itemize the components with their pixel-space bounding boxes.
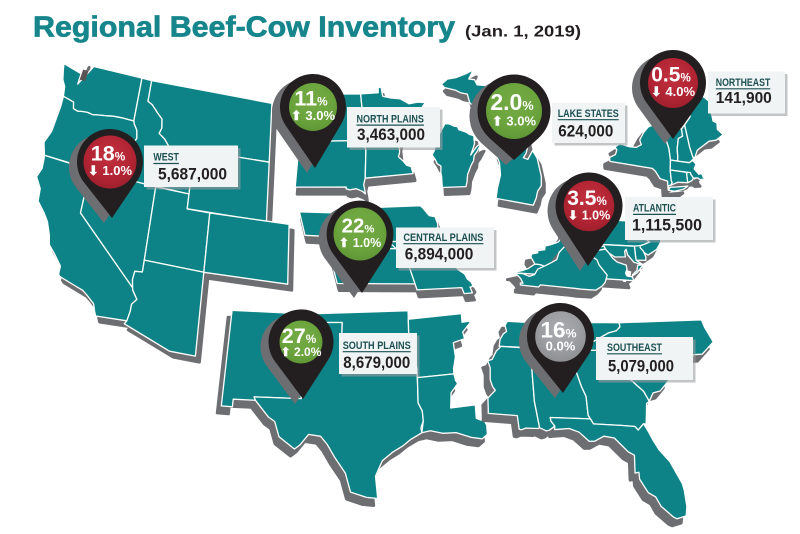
- svg-text:(Jan. 1, 2019): (Jan. 1, 2019): [465, 24, 581, 41]
- svg-text:⬇ 1.0%: ⬇ 1.0%: [568, 209, 610, 223]
- svg-text:ATLANTIC: ATLANTIC: [633, 203, 676, 215]
- svg-text:3,463,000: 3,463,000: [357, 125, 425, 144]
- svg-text:11%: 11%: [294, 87, 328, 111]
- svg-text:6,894,000: 6,894,000: [405, 244, 474, 263]
- svg-text:5,687,000: 5,687,000: [158, 164, 227, 183]
- svg-text:SOUTHEAST: SOUTHEAST: [607, 342, 662, 354]
- svg-text:NORTHEAST: NORTHEAST: [716, 77, 771, 89]
- svg-text:⬆ 3.0%: ⬆ 3.0%: [291, 108, 336, 123]
- svg-text:1,115,500: 1,115,500: [632, 216, 702, 235]
- svg-text:141,900: 141,900: [716, 90, 772, 107]
- svg-text:⬆ 2.0%: ⬆ 2.0%: [281, 345, 322, 359]
- svg-text:⬆ 3.0%: ⬆ 3.0%: [492, 114, 537, 129]
- svg-text:SOUTH PLAINS: SOUTH PLAINS: [343, 340, 411, 352]
- svg-text:5,079,000: 5,079,000: [608, 357, 674, 376]
- svg-text:16%: 16%: [540, 318, 576, 343]
- svg-text:3.5%: 3.5%: [567, 187, 607, 210]
- svg-text:⬆ 1.0%: ⬆ 1.0%: [339, 236, 381, 250]
- svg-text:⬇ 1.0%: ⬇ 1.0%: [88, 163, 133, 178]
- svg-text:18%: 18%: [91, 142, 126, 166]
- svg-text:LAKE STATES: LAKE STATES: [558, 108, 619, 120]
- svg-text:8,679,000: 8,679,000: [343, 353, 410, 372]
- svg-text:NORTH PLAINS: NORTH PLAINS: [357, 113, 424, 125]
- svg-text:0.5%: 0.5%: [651, 64, 691, 87]
- svg-text:0.0%: 0.0%: [546, 339, 576, 354]
- svg-text:Regional Beef-Cow Inventory: Regional Beef-Cow Inventory: [33, 12, 455, 44]
- svg-text:27%: 27%: [282, 324, 317, 348]
- svg-text:CENTRAL PLAINS: CENTRAL PLAINS: [403, 232, 483, 244]
- svg-text:2.0%: 2.0%: [490, 89, 533, 115]
- svg-text:624,000: 624,000: [558, 123, 613, 141]
- svg-text:⬇ 4.0%: ⬇ 4.0%: [651, 84, 696, 99]
- svg-text:WEST: WEST: [153, 152, 179, 164]
- svg-text:22%: 22%: [342, 215, 375, 238]
